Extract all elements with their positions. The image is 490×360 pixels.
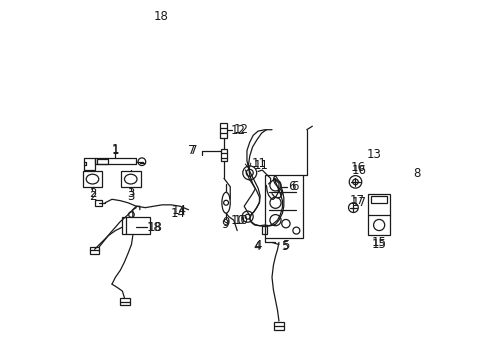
Bar [368,194,390,235]
Text: 18: 18 [147,221,161,234]
Text: 17: 17 [351,196,367,209]
Bar [265,175,303,238]
Text: 12: 12 [231,124,246,137]
Text: 3: 3 [127,187,134,200]
Text: 9: 9 [221,218,228,231]
Text: 16: 16 [351,162,366,175]
Text: 18: 18 [153,10,168,23]
Bar [83,171,102,187]
Text: 16: 16 [351,163,367,176]
Text: 18: 18 [147,221,163,234]
Bar [371,196,388,203]
Text: 1: 1 [112,144,119,157]
Text: 13: 13 [367,148,382,161]
Text: 10: 10 [230,213,245,227]
Text: 17: 17 [350,194,365,207]
Text: 10: 10 [233,213,248,227]
Bar [122,217,150,234]
Text: 11: 11 [252,157,267,170]
Bar [95,200,101,206]
Text: 14: 14 [172,204,187,217]
Bar [262,226,267,234]
Text: 1: 1 [112,143,119,156]
Bar [274,322,284,330]
Text: 2: 2 [89,187,96,200]
Text: 5: 5 [282,239,290,252]
Text: 3: 3 [127,190,134,203]
Text: 4: 4 [254,239,262,252]
Text: 15: 15 [372,238,387,251]
Bar [121,298,130,305]
Text: 6: 6 [291,180,299,193]
Text: 11: 11 [254,159,269,172]
Text: 4: 4 [253,240,261,253]
Text: 5: 5 [281,240,288,253]
Bar [221,149,227,161]
Text: 9: 9 [222,216,230,229]
Text: 7: 7 [188,144,196,157]
Bar [220,123,227,138]
Bar [90,247,99,253]
Bar [121,171,141,187]
Text: 6: 6 [288,180,295,193]
Text: 14: 14 [171,207,186,220]
Text: 2: 2 [89,190,96,203]
Text: 7: 7 [190,144,198,157]
Text: 12: 12 [233,123,248,136]
Text: 15: 15 [372,236,387,249]
Text: 8: 8 [413,167,420,180]
